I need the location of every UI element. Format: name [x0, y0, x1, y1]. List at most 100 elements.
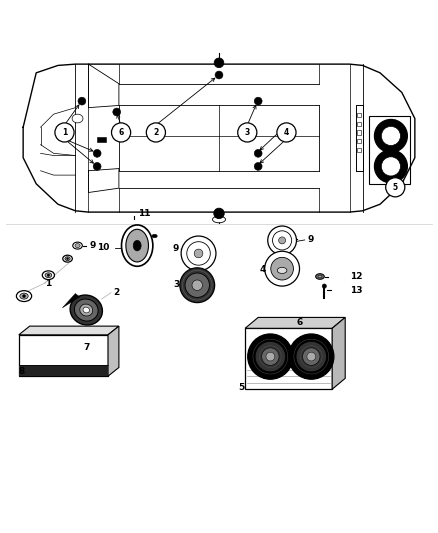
- Circle shape: [67, 258, 68, 260]
- Circle shape: [78, 97, 86, 105]
- Circle shape: [254, 163, 262, 171]
- Circle shape: [113, 108, 120, 116]
- Ellipse shape: [65, 257, 70, 261]
- Text: 3: 3: [245, 128, 250, 137]
- Bar: [369, 116, 410, 184]
- Polygon shape: [108, 326, 119, 376]
- Text: 5: 5: [393, 183, 398, 192]
- Bar: [97, 137, 106, 142]
- Ellipse shape: [318, 275, 322, 278]
- Circle shape: [386, 177, 405, 197]
- Ellipse shape: [133, 240, 141, 251]
- Ellipse shape: [212, 216, 226, 223]
- Circle shape: [238, 123, 257, 142]
- Circle shape: [272, 231, 292, 250]
- Ellipse shape: [80, 304, 93, 316]
- Circle shape: [303, 348, 320, 365]
- Circle shape: [248, 334, 293, 379]
- Ellipse shape: [121, 225, 153, 266]
- Circle shape: [279, 237, 286, 244]
- Text: 7: 7: [83, 343, 89, 352]
- Circle shape: [181, 236, 216, 271]
- Text: 4: 4: [259, 265, 266, 274]
- Circle shape: [268, 226, 297, 255]
- Ellipse shape: [72, 114, 83, 123]
- Circle shape: [254, 97, 262, 105]
- Ellipse shape: [75, 244, 80, 247]
- Ellipse shape: [63, 255, 72, 262]
- Ellipse shape: [83, 307, 89, 313]
- Circle shape: [192, 280, 202, 290]
- Circle shape: [55, 123, 74, 142]
- Circle shape: [215, 71, 223, 79]
- Bar: [357, 139, 361, 143]
- Polygon shape: [62, 294, 80, 308]
- Circle shape: [322, 284, 326, 288]
- Ellipse shape: [277, 268, 287, 273]
- Circle shape: [180, 268, 215, 303]
- Circle shape: [93, 149, 101, 157]
- Circle shape: [185, 273, 209, 297]
- Bar: [357, 130, 361, 135]
- Circle shape: [381, 157, 400, 176]
- Circle shape: [307, 352, 316, 361]
- Text: 1: 1: [62, 128, 67, 137]
- Circle shape: [374, 150, 407, 183]
- Bar: [19, 365, 108, 376]
- Text: 2: 2: [153, 128, 159, 137]
- Polygon shape: [245, 318, 345, 328]
- Circle shape: [261, 348, 279, 365]
- Ellipse shape: [316, 273, 324, 279]
- Circle shape: [214, 208, 224, 219]
- Bar: [357, 113, 361, 117]
- Text: 3: 3: [173, 280, 180, 289]
- Text: 6: 6: [118, 128, 124, 137]
- Bar: [357, 122, 361, 126]
- Polygon shape: [332, 318, 345, 389]
- Text: 5: 5: [238, 383, 244, 392]
- Circle shape: [254, 149, 262, 157]
- Circle shape: [289, 334, 334, 379]
- Ellipse shape: [74, 299, 98, 321]
- Circle shape: [271, 257, 293, 280]
- Ellipse shape: [152, 235, 157, 238]
- Ellipse shape: [73, 242, 82, 249]
- Bar: [19, 335, 108, 376]
- Polygon shape: [19, 326, 119, 335]
- Ellipse shape: [42, 271, 54, 279]
- Circle shape: [381, 126, 400, 146]
- Circle shape: [194, 249, 203, 258]
- Ellipse shape: [126, 229, 148, 262]
- Ellipse shape: [70, 295, 102, 325]
- Circle shape: [112, 123, 131, 142]
- Ellipse shape: [20, 293, 28, 299]
- Text: 1: 1: [45, 279, 52, 287]
- Circle shape: [296, 341, 326, 372]
- Text: 9: 9: [90, 241, 96, 250]
- Text: 9: 9: [307, 235, 314, 244]
- Text: 6: 6: [297, 318, 303, 327]
- Text: 2: 2: [113, 288, 120, 297]
- Circle shape: [266, 352, 275, 361]
- Text: 10: 10: [98, 243, 110, 252]
- Circle shape: [265, 251, 300, 286]
- Circle shape: [47, 274, 49, 277]
- Circle shape: [277, 123, 296, 142]
- Text: 8: 8: [19, 367, 25, 376]
- Ellipse shape: [45, 273, 52, 278]
- Circle shape: [374, 119, 407, 152]
- Text: 9: 9: [172, 244, 179, 253]
- Text: 11: 11: [138, 209, 151, 218]
- Bar: [357, 148, 361, 152]
- Text: 13: 13: [350, 286, 362, 295]
- Text: 4: 4: [284, 128, 289, 137]
- Text: 12: 12: [350, 272, 362, 281]
- Circle shape: [146, 123, 166, 142]
- Circle shape: [22, 295, 25, 297]
- Circle shape: [187, 241, 210, 265]
- Bar: [245, 328, 332, 389]
- Ellipse shape: [16, 290, 32, 302]
- Circle shape: [214, 58, 224, 68]
- Circle shape: [255, 341, 286, 372]
- Circle shape: [93, 163, 101, 171]
